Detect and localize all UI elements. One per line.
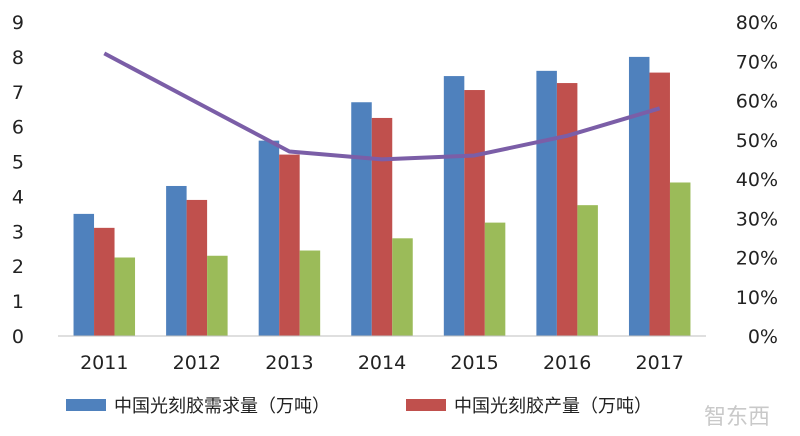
bar-2011-s1 (94, 227, 115, 336)
bar-2017-s2 (669, 182, 691, 336)
x-tick-label-2016: 2016 (543, 352, 591, 374)
legend-label-demand: 中国光刻胶需求量（万吨） (114, 396, 330, 417)
x-tick-label-2013: 2013 (265, 352, 313, 374)
left-tick-label: 3 (12, 221, 24, 243)
bar-2012-s0 (166, 185, 187, 336)
right-tick-label: 40% (736, 169, 778, 191)
bar-2014-s2 (392, 238, 413, 336)
left-tick-label: 7 (12, 82, 24, 104)
x-tick-label-2011: 2011 (80, 352, 128, 374)
left-tick-label: 0 (12, 326, 24, 348)
bar-2014-s0 (351, 102, 372, 336)
bar-2011-s0 (73, 213, 95, 336)
right-tick-label: 60% (736, 91, 778, 113)
legend-swatch-production (406, 399, 446, 411)
bar-2013-s2 (299, 250, 321, 336)
right-tick-label: 0% (748, 326, 778, 348)
bar-2015-s2 (484, 222, 506, 336)
left-tick-label: 9 (12, 12, 24, 34)
bar-2016-s2 (577, 205, 598, 336)
bar-2012-s1 (186, 199, 208, 336)
bar-2016-s0 (536, 70, 557, 336)
right-axis-ticks: 0% 10% 20% 30% 40% 50% 60% 70% 80% (736, 12, 778, 348)
watermark: 智东西 (704, 405, 770, 430)
x-tick-label-2014: 2014 (358, 352, 406, 374)
left-tick-label: 4 (12, 186, 24, 208)
legend-label-production: 中国光刻胶产量（万吨） (454, 396, 652, 417)
bar-2016-s1 (556, 83, 578, 336)
bar-2015-s0 (443, 76, 465, 337)
bars (73, 56, 691, 337)
right-tick-label: 80% (736, 12, 778, 34)
right-tick-label: 50% (736, 130, 778, 152)
bar-2014-s1 (371, 117, 393, 336)
right-tick-label: 30% (736, 208, 778, 230)
left-tick-label: 2 (12, 256, 24, 278)
right-tick-label: 20% (736, 248, 778, 270)
line-series (103, 51, 661, 162)
x-tick-label-2015: 2015 (450, 352, 498, 374)
legend: 中国光刻胶需求量（万吨） 中国光刻胶产量（万吨） (66, 396, 652, 417)
bar-2015-s1 (464, 90, 485, 337)
left-tick-label: 8 (12, 47, 24, 69)
left-tick-label: 5 (12, 152, 24, 174)
right-tick-label: 70% (736, 51, 778, 73)
bar-2011-s2 (114, 257, 136, 336)
left-tick-label: 1 (12, 291, 24, 313)
left-axis-ticks: 0 1 2 3 4 5 6 7 8 9 (12, 12, 24, 348)
x-tick-label-2017: 2017 (636, 352, 684, 374)
right-tick-label: 10% (736, 287, 778, 309)
bar-2013-s1 (279, 154, 300, 336)
x-axis-ticks: 2011 2012 2013 2014 2015 2016 2017 (80, 352, 684, 374)
x-tick-label-2012: 2012 (173, 352, 221, 374)
left-tick-label: 6 (12, 117, 24, 139)
bar-2012-s2 (207, 255, 228, 336)
bar-2013-s0 (258, 140, 280, 336)
bar-2017-s1 (649, 72, 670, 336)
legend-swatch-demand (66, 399, 106, 411)
bar-2017-s0 (628, 56, 650, 337)
